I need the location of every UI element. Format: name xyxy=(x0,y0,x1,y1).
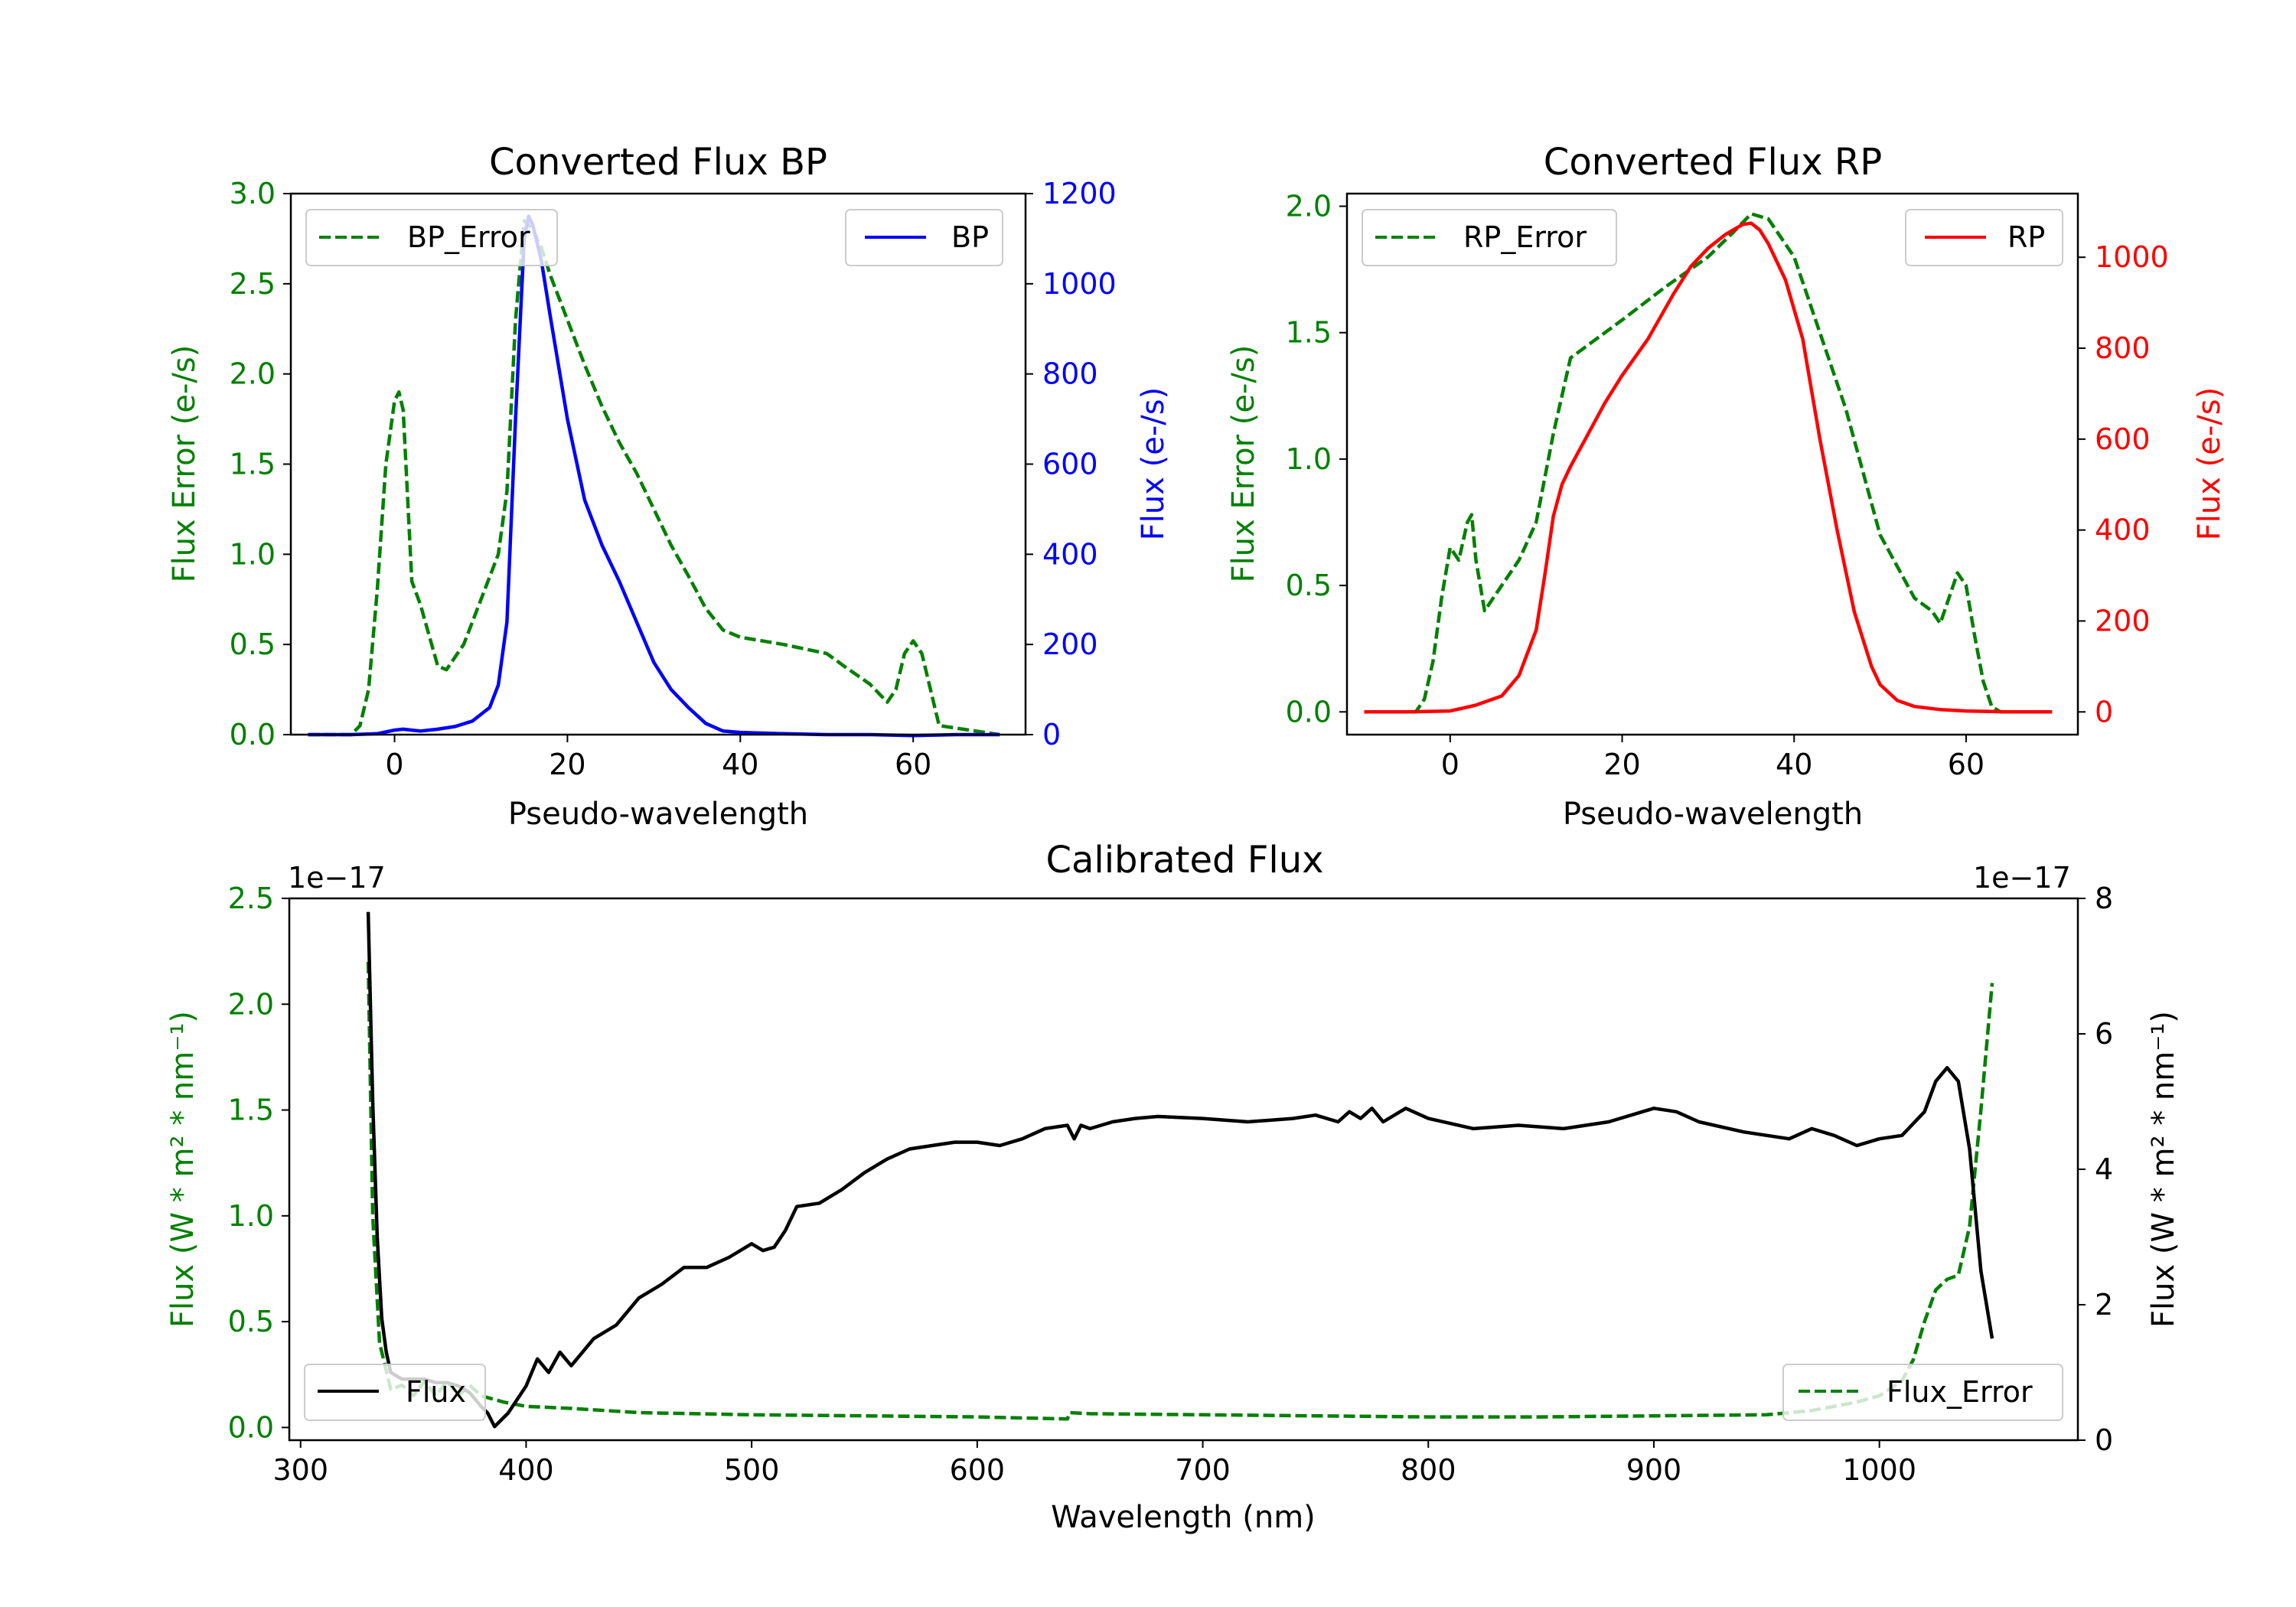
x-tick-label: 800 xyxy=(1401,1453,1456,1487)
x-tick-label: 1000 xyxy=(1842,1453,1916,1487)
y-right-tick-label: 400 xyxy=(2095,513,2151,547)
x-axis-label: Pseudo-wavelength xyxy=(1563,797,1863,832)
legend-left: RP_Error xyxy=(1362,209,1617,266)
legend-box xyxy=(1362,209,1617,266)
legend-label: RP xyxy=(2007,220,2045,254)
y-left-tick-label: 2.0 xyxy=(1286,190,1332,223)
legend-box xyxy=(1782,1364,2063,1421)
scale-label-right: 1e−17 xyxy=(1973,861,2071,895)
y-right-tick-label: 0 xyxy=(2095,1423,2113,1457)
y-right-tick-label: 600 xyxy=(1042,448,1098,481)
y-right-tick-label: 2 xyxy=(2095,1288,2113,1322)
y-left-tick-label: 1.5 xyxy=(228,1094,274,1127)
chart-title: Converted Flux RP xyxy=(1544,141,1882,184)
plot-frame xyxy=(1345,192,2079,736)
y-right-tick-label: 200 xyxy=(1042,627,1098,661)
x-tick-label: 40 xyxy=(722,748,758,781)
x-tick-label: 20 xyxy=(549,748,585,781)
y-right-tick-label: 800 xyxy=(2095,331,2151,365)
series-line-bp-error xyxy=(308,219,1000,737)
legend-label: BP_Error xyxy=(407,220,530,254)
y-left-tick-label: 0.5 xyxy=(1286,569,1332,602)
x-tick-label: 0 xyxy=(1441,748,1459,781)
chart-title: Converted Flux BP xyxy=(489,141,827,184)
y-left-tick-label: 2.0 xyxy=(230,357,276,391)
x-axis-label: Pseudo-wavelength xyxy=(508,797,808,832)
y-left-tick-label: 3.0 xyxy=(230,177,276,210)
y-left-tick-label: 1.0 xyxy=(230,537,276,571)
y-left-tick-label: 0.0 xyxy=(228,1410,274,1444)
y-axis-label-right: Flux (e-/s) xyxy=(2192,387,2227,540)
x-tick-label: 700 xyxy=(1175,1453,1231,1487)
x-tick-label: 500 xyxy=(724,1453,780,1487)
y-right-tick-label: 8 xyxy=(2095,882,2113,915)
legend-label: Flux_Error xyxy=(1887,1375,2033,1409)
legend-label: RP_Error xyxy=(1463,220,1587,254)
legend-right: BP xyxy=(845,209,1003,266)
panel-rp: Converted Flux RP 0 20 40 60 0.0 0.5 1.0 1.5 2.0… xyxy=(1226,141,2227,832)
y-left-tick-label: 1.0 xyxy=(1286,442,1332,476)
x-tick-label: 300 xyxy=(272,1453,328,1487)
y-right-tick-label: 1200 xyxy=(1042,177,1117,210)
series-line-flux xyxy=(366,911,1994,1429)
y-axis-label-right: Flux (W * m² * nm⁻¹) xyxy=(2146,1011,2181,1328)
rp-series-layer xyxy=(1364,212,2053,714)
series-line-bp xyxy=(308,214,1000,738)
bp-ticks-layer: 0 20 40 60 0.0 0.5 1.0 1.5 2.0 2.5 3.0 0 200 400 600 80… xyxy=(230,177,1117,781)
series-line-rp xyxy=(1364,221,2053,714)
legend-box xyxy=(304,1364,486,1421)
y-left-tick-label: 0.0 xyxy=(230,718,276,751)
x-tick-label: 40 xyxy=(1776,748,1812,781)
y-left-tick-label: 1.5 xyxy=(230,448,276,481)
y-right-tick-label: 6 xyxy=(2095,1017,2113,1051)
y-left-tick-label: 2.5 xyxy=(230,267,276,301)
y-left-tick-label: 0.0 xyxy=(1286,695,1332,729)
y-right-tick-label: 0 xyxy=(1042,718,1061,751)
y-left-tick-label: 2.5 xyxy=(228,882,274,915)
scale-label-left: 1e−17 xyxy=(288,861,386,895)
rp-ticks-layer: 0 20 40 60 0.0 0.5 1.0 1.5 2.0 0 200 400 600 800 1000 xyxy=(1286,190,2169,781)
y-right-tick-label: 1000 xyxy=(2095,240,2169,274)
legend-right: Flux_Error xyxy=(1782,1364,2063,1421)
y-left-tick-label: 0.5 xyxy=(230,627,276,661)
legend-label: Flux xyxy=(406,1375,466,1409)
y-left-tick-label: 0.5 xyxy=(228,1305,274,1338)
x-tick-label: 400 xyxy=(498,1453,554,1487)
y-axis-label-left: Flux Error (e-/s) xyxy=(167,345,202,583)
legend-right: RP xyxy=(1905,209,2063,266)
calibrated-ticks-layer: 300 400 500 600 700 800 900 1000 0.0 0.5 1.0 1.5 2.0… xyxy=(228,882,2114,1487)
y-left-tick-label: 1.5 xyxy=(1286,316,1332,350)
panel-calibrated: Calibrated Flux 1e−17 1e−17 300 400 500 600… xyxy=(165,839,2181,1535)
y-axis-label-right: Flux (e-/s) xyxy=(1136,387,1171,540)
legend-left: Flux xyxy=(304,1364,486,1421)
legend-label: BP xyxy=(951,220,989,254)
y-right-tick-label: 200 xyxy=(2095,604,2151,637)
y-right-tick-label: 800 xyxy=(1042,357,1098,391)
y-right-tick-label: 0 xyxy=(2095,695,2113,729)
y-right-tick-label: 1000 xyxy=(1042,267,1117,301)
x-tick-label: 60 xyxy=(895,748,931,781)
x-axis-label: Wavelength (nm) xyxy=(1051,1500,1316,1535)
y-right-tick-label: 600 xyxy=(2095,422,2151,456)
y-left-tick-label: 2.0 xyxy=(228,987,274,1021)
chart-title: Calibrated Flux xyxy=(1045,839,1323,882)
x-tick-label: 900 xyxy=(1626,1453,1682,1487)
legend-box xyxy=(305,209,558,266)
panel-bp: Converted Flux BP 0 20 40 60 0.0 0.5 1.0 1.5 2.0… xyxy=(167,141,1171,832)
bp-series-layer xyxy=(308,214,1000,738)
y-right-tick-label: 400 xyxy=(1042,537,1098,571)
y-axis-label-left: Flux (W * m² * nm⁻¹) xyxy=(165,1011,201,1328)
y-axis-label-left: Flux Error (e-/s) xyxy=(1226,345,1261,583)
y-right-tick-label: 4 xyxy=(2095,1152,2113,1186)
y-left-tick-label: 1.0 xyxy=(228,1199,274,1233)
series-line-rp-error xyxy=(1364,212,2053,714)
x-tick-label: 600 xyxy=(950,1453,1006,1487)
x-tick-label: 60 xyxy=(1948,748,1985,781)
x-tick-label: 0 xyxy=(385,748,403,781)
x-tick-label: 20 xyxy=(1603,748,1640,781)
legend-left: BP_Error xyxy=(305,209,558,266)
